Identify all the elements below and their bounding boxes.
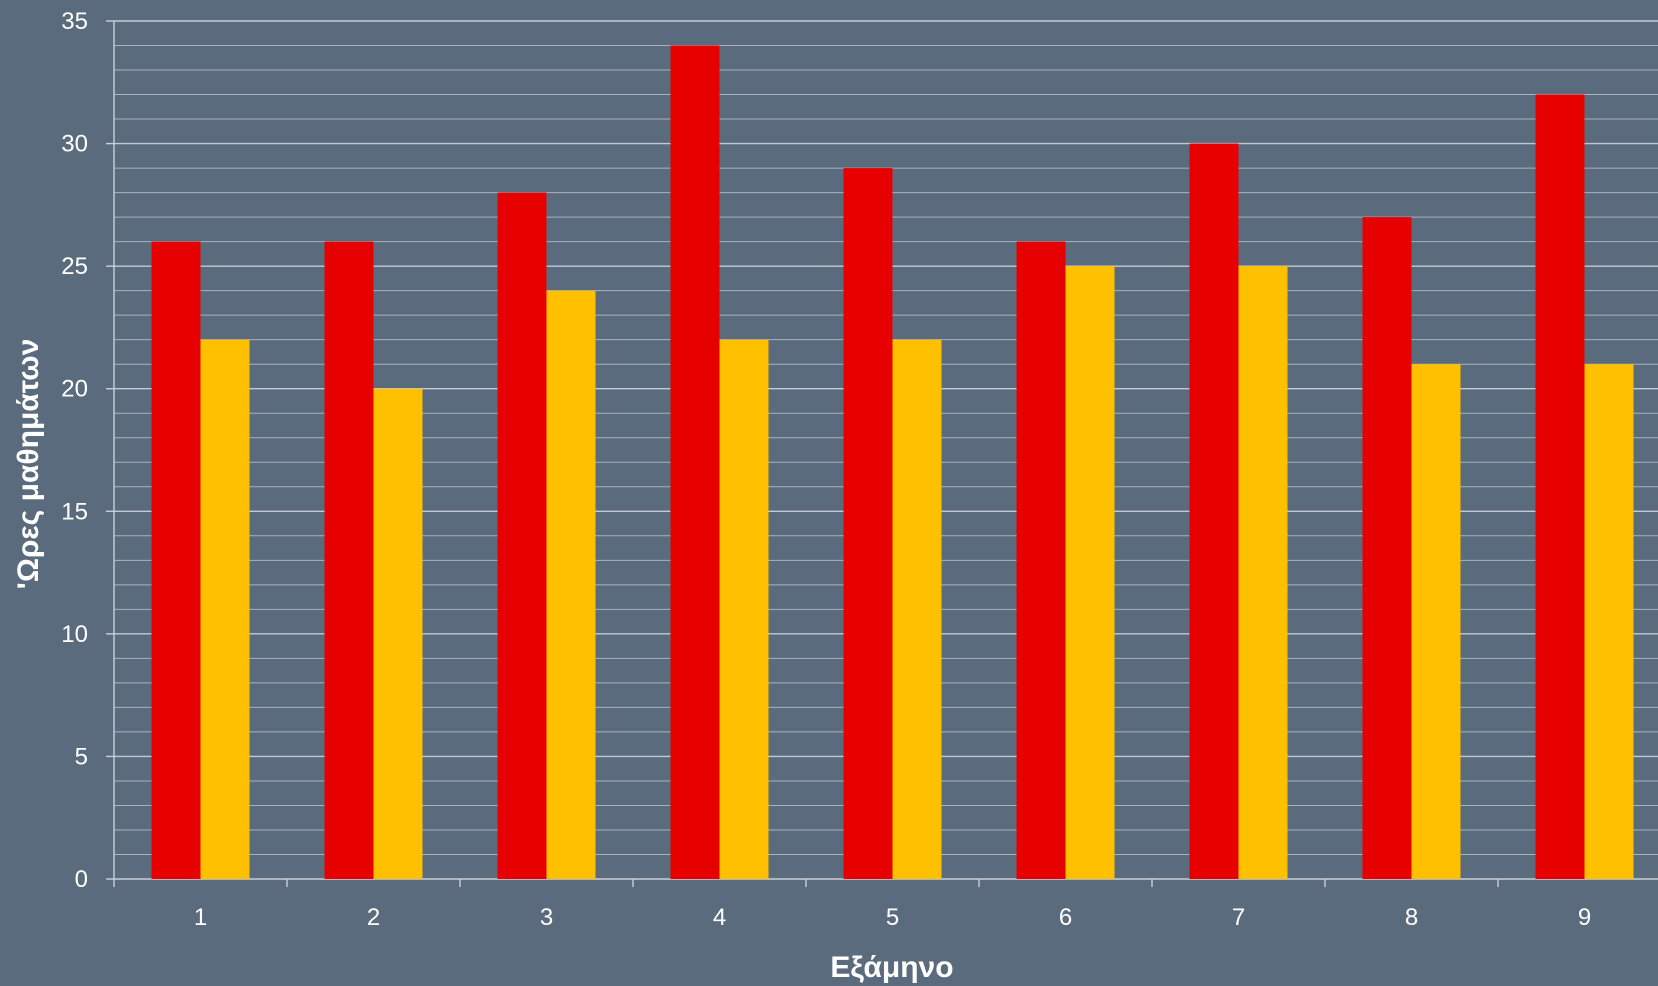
y-tick-labels: 0 5 10 15 20 25 30 35: [61, 8, 88, 893]
x-tick-label: 2: [367, 904, 380, 931]
bar-series-1-cat-5: [843, 168, 893, 880]
x-tick-labels: 1 2 3 4 5 6 7 8 9: [194, 904, 1591, 931]
y-tick-label: 5: [75, 743, 88, 770]
bar-series-1-cat-6: [1016, 241, 1066, 880]
y-tick-label: 0: [75, 866, 88, 893]
x-axis-title: Εξάμηνο: [830, 951, 953, 984]
bar-series-1-cat-8: [1362, 217, 1412, 880]
bar-series-2-cat-4: [719, 339, 769, 880]
bars: [151, 45, 1634, 880]
x-tick-label: 7: [1232, 904, 1245, 931]
bar-series-1-cat-9: [1535, 94, 1585, 880]
bar-series-1-cat-2: [324, 241, 374, 880]
bar-series-1-cat-4: [670, 45, 720, 880]
x-tick-label: 9: [1578, 904, 1591, 931]
bar-series-2-cat-7: [1238, 266, 1288, 880]
bar-series-2-cat-5: [892, 339, 942, 880]
bar-series-1-cat-3: [497, 192, 547, 880]
bar-series-1-cat-1: [151, 241, 201, 880]
x-tick-label: 3: [540, 904, 553, 931]
x-tick-label: 6: [1059, 904, 1072, 931]
x-tick-label: 1: [194, 904, 207, 931]
x-tick-label: 8: [1405, 904, 1418, 931]
y-axis-title: 'Ωρες μαθημάτων: [12, 339, 45, 590]
y-tick-label: 35: [61, 8, 88, 35]
bar-series-2-cat-1: [200, 339, 250, 880]
y-tick-label: 20: [61, 376, 88, 403]
bar-series-2-cat-9: [1584, 364, 1634, 879]
x-tick-label: 4: [713, 904, 726, 931]
bar-series-1-cat-7: [1189, 143, 1239, 880]
bar-series-2-cat-8: [1411, 364, 1461, 879]
bar-series-2-cat-3: [546, 290, 596, 880]
bar-series-2-cat-6: [1065, 266, 1115, 880]
y-tick-label: 15: [61, 498, 88, 525]
bar-series-2-cat-2: [373, 388, 423, 879]
y-tick-label: 10: [61, 621, 88, 648]
x-tick-label: 5: [886, 904, 899, 931]
y-tick-label: 25: [61, 253, 88, 280]
y-tick-label: 30: [61, 131, 88, 158]
